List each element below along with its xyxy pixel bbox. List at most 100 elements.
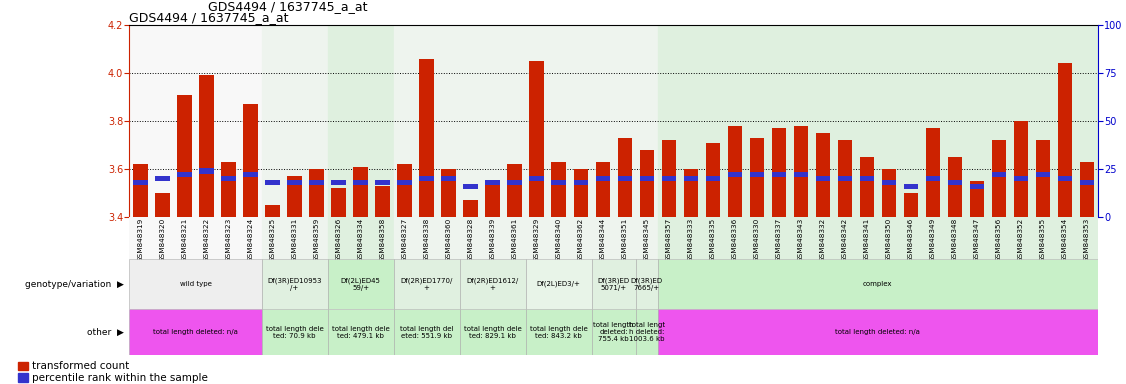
Bar (992, 140, 1006, 217)
Text: GSM848334: GSM848334 (358, 218, 364, 262)
Bar (552, 162, 565, 217)
Bar (266, 205, 279, 217)
Bar (636, 217, 658, 259)
Text: total length dele
ted: 70.9 kb: total length dele ted: 70.9 kb (266, 326, 323, 339)
Bar (794, 126, 807, 217)
Text: GDS4494 / 1637745_a_at: GDS4494 / 1637745_a_at (208, 0, 368, 13)
Text: GSM848359: GSM848359 (313, 218, 320, 262)
Text: Df(3R)ED
5071/+: Df(3R)ED 5071/+ (598, 277, 629, 291)
Text: Df(2R)ED1612/
+: Df(2R)ED1612/ + (466, 277, 519, 291)
Bar (420, 59, 434, 217)
Bar (485, 180, 500, 185)
Bar (287, 176, 302, 217)
Bar (727, 172, 742, 177)
Text: GSM848351: GSM848351 (622, 218, 627, 262)
Text: GSM848360: GSM848360 (446, 218, 452, 262)
Text: GSM848347: GSM848347 (974, 218, 980, 262)
Bar (485, 181, 500, 217)
Bar (1057, 63, 1072, 217)
Text: GSM848349: GSM848349 (930, 218, 936, 262)
Bar (287, 180, 302, 185)
Bar (1080, 162, 1094, 217)
Bar (261, 309, 328, 355)
Bar (591, 25, 636, 217)
Bar (464, 200, 477, 217)
Bar (129, 25, 261, 217)
Bar (129, 309, 261, 355)
Bar (526, 309, 591, 355)
Bar (459, 217, 526, 259)
Text: GSM848327: GSM848327 (402, 218, 408, 262)
Bar (394, 259, 459, 309)
Bar (617, 138, 632, 217)
Text: GSM848331: GSM848331 (292, 218, 297, 262)
Bar (199, 75, 214, 217)
Bar (354, 180, 368, 185)
Bar (459, 259, 526, 309)
Bar (838, 140, 852, 217)
Text: GSM848323: GSM848323 (225, 218, 232, 262)
Text: GSM848337: GSM848337 (776, 218, 781, 262)
Text: GSM848343: GSM848343 (797, 218, 804, 262)
Bar (771, 172, 786, 177)
Legend: transformed count, percentile rank within the sample: transformed count, percentile rank withi… (17, 361, 209, 384)
Bar (133, 180, 148, 185)
Bar (591, 309, 636, 355)
Bar (771, 128, 786, 217)
Text: GSM848319: GSM848319 (137, 218, 143, 262)
Bar (636, 259, 658, 309)
Bar (969, 184, 984, 189)
Text: genotype/variation  ▶: genotype/variation ▶ (25, 280, 124, 289)
Bar (591, 259, 636, 309)
Bar (926, 128, 940, 217)
Bar (331, 188, 346, 217)
Bar (529, 61, 544, 217)
Bar (573, 169, 588, 217)
Text: total length deleted: n/a: total length deleted: n/a (835, 329, 920, 335)
Bar (222, 176, 235, 181)
Bar (397, 180, 412, 185)
Text: total lengt
h deleted:
1003.6 kb: total lengt h deleted: 1003.6 kb (628, 322, 664, 342)
Bar (222, 162, 235, 217)
Text: total length del
eted: 551.9 kb: total length del eted: 551.9 kb (400, 326, 454, 339)
Bar (727, 126, 742, 217)
Bar (526, 217, 591, 259)
Text: total length dele
ted: 829.1 kb: total length dele ted: 829.1 kb (464, 326, 521, 339)
Bar (243, 104, 258, 217)
Text: GSM848324: GSM848324 (248, 218, 253, 262)
Text: GSM848356: GSM848356 (995, 218, 1002, 262)
Bar (310, 180, 323, 185)
Bar (636, 25, 658, 217)
Text: GSM848354: GSM848354 (1062, 218, 1067, 262)
Bar (662, 140, 676, 217)
Text: GSM848362: GSM848362 (578, 218, 583, 262)
Text: GSM848341: GSM848341 (864, 218, 869, 262)
Bar (328, 309, 394, 355)
Text: GSM848350: GSM848350 (886, 218, 892, 262)
Bar (794, 172, 807, 177)
Text: GSM848339: GSM848339 (490, 218, 495, 262)
Bar (441, 169, 456, 217)
Bar (464, 184, 477, 189)
Bar (266, 180, 279, 185)
Bar (591, 217, 636, 259)
Bar (394, 217, 459, 259)
Bar (838, 176, 852, 181)
Text: GSM848330: GSM848330 (753, 218, 760, 262)
Bar (683, 176, 698, 181)
Text: GSM848358: GSM848358 (379, 218, 385, 262)
Bar (178, 94, 191, 217)
Bar (640, 176, 654, 181)
Text: GSM848336: GSM848336 (732, 218, 738, 262)
Bar (683, 169, 698, 217)
Bar (573, 180, 588, 185)
Text: GSM848342: GSM848342 (842, 218, 848, 262)
Bar (1013, 121, 1028, 217)
Bar (658, 309, 1098, 355)
Text: GSM848326: GSM848326 (336, 218, 341, 262)
Text: Df(3R)ED
7665/+: Df(3R)ED 7665/+ (631, 277, 663, 291)
Bar (310, 169, 323, 217)
Bar (750, 172, 763, 177)
Bar (904, 184, 918, 189)
Text: GSM848346: GSM848346 (908, 218, 914, 262)
